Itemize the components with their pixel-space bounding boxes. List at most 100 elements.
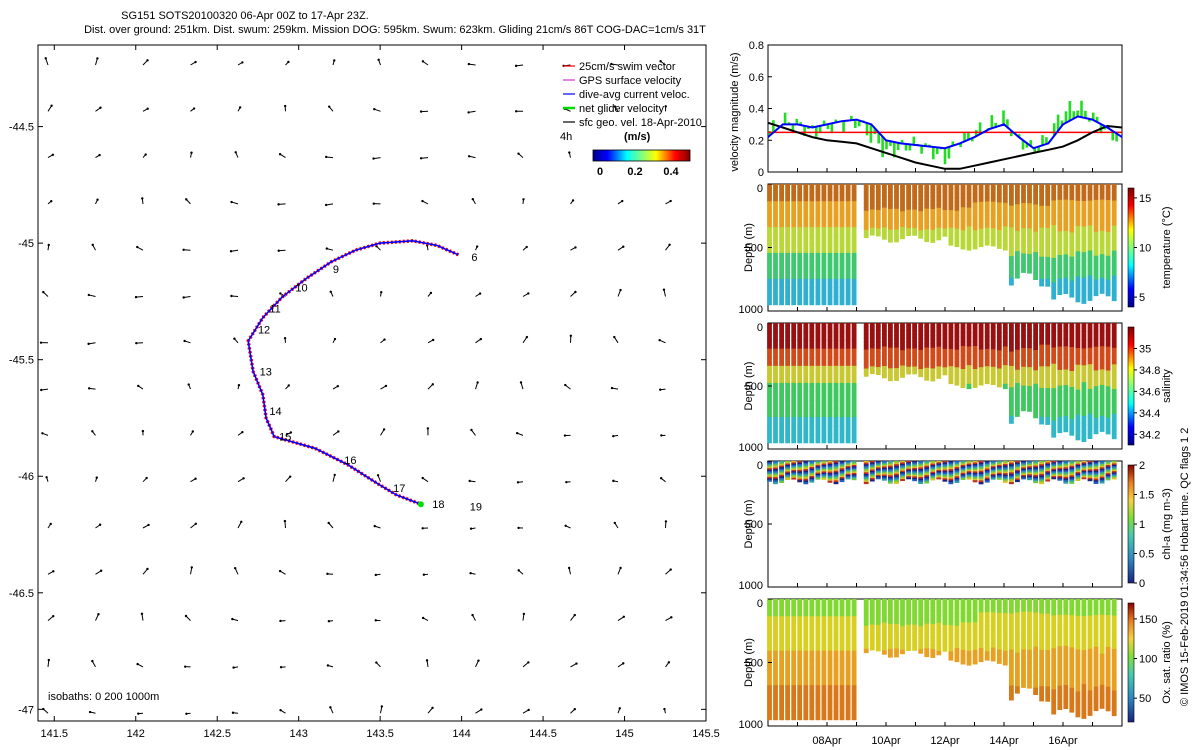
temperature-profile-cell (869, 198, 875, 203)
chl-a-profile-cell (1069, 481, 1075, 484)
chl-a-profile-cell (1033, 471, 1038, 474)
temperature-profile-cell (954, 215, 960, 221)
chl-a-profile-cell (869, 462, 875, 465)
chl-a-profile-cell (791, 461, 797, 463)
oxygen-profile-cell (791, 650, 797, 660)
temperature-profile-cell (918, 187, 924, 193)
temperature-profile-cell (906, 206, 911, 211)
oxygen-profile-cell (960, 612, 966, 619)
chl-a-profile-cell (1045, 473, 1051, 476)
temperature-profile-cell (1075, 242, 1081, 252)
geo-velocity-arrowhead (469, 527, 473, 530)
geo-velocity-arrowhead (660, 434, 663, 437)
temperature-profile-cell (1039, 198, 1044, 207)
chl-a-profile-cell (990, 467, 996, 470)
oxygen-profile-cell (863, 618, 869, 623)
oxygen-profile-cell (1099, 606, 1105, 616)
salinity-profile-cell (797, 348, 803, 358)
temperature-profile-cell (1033, 190, 1038, 199)
chl-a-profile-cell (1039, 464, 1044, 467)
salinity-profile-cell (1009, 380, 1014, 388)
oxygen-profile-cell (785, 676, 790, 686)
salinity-profile-cell (797, 399, 803, 410)
salinity-profile-cell (1039, 366, 1044, 375)
oxygen-profile-cell (815, 624, 821, 635)
map-legend: 25cm/s swim vector GPS surface velocity … (560, 61, 702, 178)
salinity-profile-cell (966, 365, 972, 371)
salinity-y-tick-label: 0 (757, 322, 763, 334)
chl-a-profile-cell (869, 466, 875, 469)
oxygen-profile-cell (797, 624, 803, 635)
temperature-profile-cell (1087, 258, 1093, 268)
chl-a-profile-cell (972, 466, 978, 469)
salinity-profile-cell (1027, 335, 1032, 343)
chl-a-profile-cell (930, 461, 936, 463)
temperature-profile-cell (1105, 207, 1111, 217)
salinity-profile-cell (845, 417, 851, 427)
chl-a-profile-cell (918, 461, 924, 464)
chl-a-profile-cell (1033, 461, 1038, 464)
salinity-profile-cell (1057, 338, 1063, 347)
oxygen-profile-cell (942, 632, 948, 637)
oxygen-profile-cell (1051, 705, 1057, 715)
chl-a-profile-cell (785, 471, 790, 474)
oxygen-profile-cell (1075, 708, 1081, 718)
temperature-profile-cell (863, 191, 869, 196)
salinity-profile-cell (906, 344, 911, 349)
salinity-profile-cell (1075, 348, 1081, 357)
chl-a-profile-cell (1039, 469, 1044, 472)
chl-a-profile-cell (1099, 467, 1105, 470)
oxygen-profile-cell (948, 651, 954, 657)
chl-a-profile-cell (900, 467, 905, 470)
oxygen-profile-cell (894, 603, 899, 608)
salinity-profile-cell (906, 352, 911, 357)
salinity-cbar-tick-label: 34.4 (1139, 408, 1160, 420)
chl-a-profile-cell (984, 473, 990, 476)
chl-a-profile-cell (942, 474, 948, 476)
oxygen-profile-cell (1015, 672, 1020, 681)
salinity-profile-cell (1093, 409, 1099, 419)
chl-a-profile-cell (1033, 476, 1038, 479)
temperature-profile-cell (1015, 257, 1020, 266)
temperature-profile-cell (936, 215, 942, 221)
salinity-profile-cell (1105, 386, 1111, 395)
salinity-profile-cell (863, 357, 869, 362)
chl-a-profile-cell (791, 473, 797, 476)
temperature-profile-cell (1111, 192, 1117, 202)
temperature-profile-cell (1105, 184, 1111, 193)
temperature-profile-cell (839, 192, 845, 202)
oxygen-profile-cell (809, 650, 815, 660)
chl-a-profile-cell (966, 462, 972, 465)
temperature-profile-cell (1099, 215, 1105, 224)
geo-velocity-arrowhead (569, 334, 573, 338)
salinity-profile-cell (978, 349, 984, 355)
oxygen-y-tick-label: 0 (757, 598, 763, 610)
salinity-profile-cell (1015, 336, 1020, 344)
temperature-profile-cell (833, 201, 839, 211)
temperature-profile-cell (984, 192, 990, 198)
chl-a-profile-cell (894, 476, 899, 480)
oxygen-profile-cell (954, 657, 960, 663)
chl-a-profile-cell (791, 475, 797, 477)
salinity-profile-cell (966, 374, 972, 380)
geo-velocity-arrowhead (658, 338, 661, 342)
oxygen-profile-cell (839, 642, 845, 652)
salinity-profile-cell (1111, 405, 1117, 415)
chl-a-profile-cell (1099, 462, 1105, 465)
temperature-profile-cell (942, 228, 948, 233)
chl-a-profile-cell (851, 461, 857, 463)
salinity-profile-cell (809, 382, 815, 392)
salinity-profile-cell (1051, 404, 1057, 414)
chl-a-profile-cell (882, 478, 887, 481)
oxygen-profile-cell (972, 659, 978, 665)
oxygen-profile-cell (894, 627, 899, 633)
temperature-profile-cell (1033, 231, 1038, 240)
oxygen-profile-cell (1099, 677, 1105, 686)
oxygen-profile-cell (869, 639, 875, 644)
temperature-profile-cell (869, 213, 875, 218)
oxygen-profile-cell (791, 599, 797, 609)
oxygen-profile-cell (960, 599, 966, 605)
chl-a-profile-cell (1033, 465, 1038, 468)
salinity-profile-cell (1105, 370, 1111, 379)
oxygen-profile-cell (942, 628, 948, 634)
